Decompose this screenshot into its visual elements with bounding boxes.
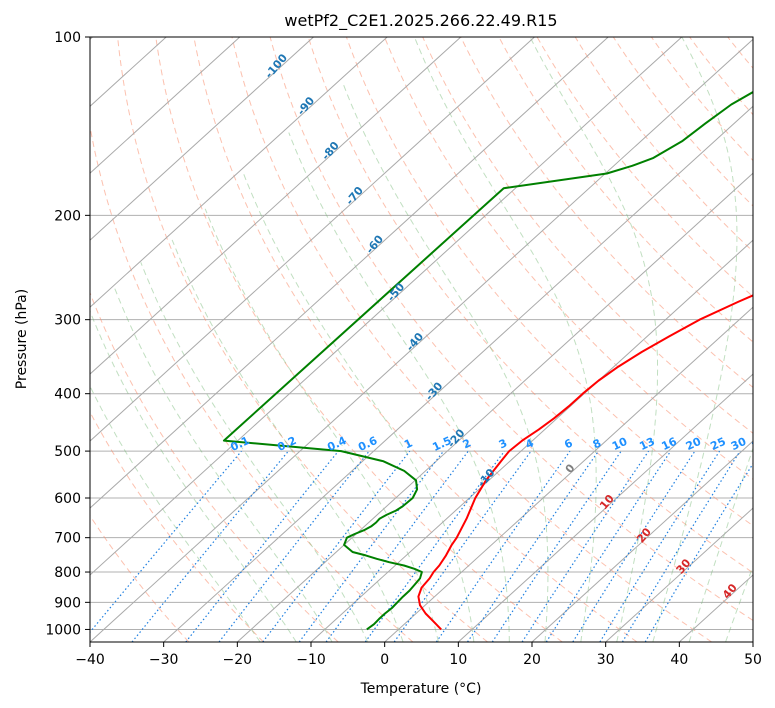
y-axis: 100 200 300 400 500 600 700 800 900 1000	[45, 30, 90, 638]
moist-adiabat	[90, 385, 261, 642]
mixing-ratio-line	[364, 450, 505, 642]
x-tick-label: −20	[223, 652, 253, 668]
dry-adiabats	[90, 37, 753, 642]
sounding-profiles	[222, 90, 753, 631]
dry-adiabat	[536, 37, 753, 298]
x-tick-label: −30	[149, 652, 179, 668]
y-tick-label: 800	[54, 565, 81, 581]
dry-adiabat	[155, 37, 563, 642]
y-tick-label: 300	[54, 313, 81, 329]
mixing-ratio-line	[262, 450, 411, 642]
moist-adiabat	[725, 564, 753, 642]
plot-frame	[89, 36, 754, 643]
x-tick-label: 20	[523, 652, 541, 668]
dry-adiabat	[193, 37, 638, 642]
x-tick-label: 0	[380, 652, 389, 668]
y-tick-label: 400	[54, 387, 81, 403]
mixing-ratio-line	[572, 450, 696, 642]
x-tick-label: 50	[744, 652, 762, 668]
mixing-ratio-line	[467, 450, 599, 642]
dry-adiabat	[650, 37, 753, 162]
moist-adiabat	[342, 83, 549, 642]
dry-adiabat	[90, 411, 264, 642]
mixing-ratio-label: 16	[660, 435, 680, 453]
x-tick-label: 30	[597, 652, 615, 668]
moist-adiabat	[413, 37, 597, 642]
mixing-ratio-line	[90, 450, 242, 634]
dry-adiabat	[90, 291, 339, 642]
y-tick-label: 900	[54, 595, 81, 611]
y-tick-label: 500	[54, 444, 81, 460]
isobar-grid	[90, 37, 753, 630]
dry-adiabat	[231, 37, 712, 642]
y-axis-title: Pressure (hPa)	[14, 289, 30, 389]
mixing-ratio-lines	[90, 450, 753, 642]
moist-adiabat	[114, 287, 333, 642]
moist-adiabat	[90, 310, 297, 642]
moist-adiabat	[688, 446, 753, 642]
dry-adiabat	[307, 37, 753, 574]
mixing-ratio-label: 30	[729, 435, 749, 453]
isotherm-line	[384, 306, 753, 642]
x-tick-label: 10	[449, 652, 467, 668]
mixing-ratio-label: 20	[684, 435, 704, 453]
mixing-ratio-label: 10	[610, 435, 630, 453]
dry-adiabat	[345, 37, 753, 527]
y-tick-label: 600	[54, 491, 81, 507]
mixing-ratio-line	[435, 450, 571, 642]
skewed-isotherms	[90, 37, 753, 642]
isotherm-line	[90, 37, 241, 174]
mixing-ratio-line	[599, 450, 721, 642]
dry-adiabat	[498, 37, 753, 343]
x-tick-label: −40	[75, 652, 105, 668]
chart-title: wetPf2_C2E1.2025.266.22.49.R15	[284, 11, 557, 31]
isotherm-line	[90, 37, 535, 442]
mixing-ratio-line	[131, 450, 289, 642]
x-axis-title: Temperature (°C)	[360, 681, 482, 697]
dry-adiabat	[90, 123, 414, 642]
isotherm-line	[163, 105, 753, 642]
dewpoint-profile	[222, 90, 753, 631]
isotherm-line	[310, 239, 753, 642]
temperature-profile	[417, 294, 753, 631]
y-tick-label: 1000	[45, 622, 81, 638]
dry-adiabat	[422, 37, 753, 434]
moist-adiabat	[652, 37, 738, 642]
mixing-ratio-label: 13	[637, 435, 656, 453]
isotherm-line	[90, 37, 388, 308]
moist-adiabat	[140, 262, 369, 642]
y-tick-label: 700	[54, 531, 81, 547]
plot-area: 0.10.20.40.611.52346810131620253036-100-…	[90, 37, 770, 642]
isotherm-line	[90, 37, 683, 576]
y-tick-label: 100	[54, 30, 81, 46]
isotherm-line	[531, 440, 753, 642]
y-tick-label: 200	[54, 208, 81, 224]
mixing-ratio-line	[545, 450, 672, 642]
isotherm-line	[90, 38, 753, 642]
x-tick-label: −10	[296, 652, 326, 668]
mixing-ratio-line	[644, 462, 753, 642]
mixing-ratio-label: 36	[750, 435, 770, 453]
dry-adiabat	[460, 37, 753, 389]
mixing-ratio-line	[218, 450, 370, 642]
x-tick-label: 40	[670, 652, 688, 668]
moist-adiabat	[171, 239, 404, 642]
isotherm-line	[90, 37, 609, 509]
moist-adiabat	[204, 208, 439, 642]
isotherm-line	[457, 373, 753, 642]
isotherm-line	[90, 37, 462, 375]
mixing-ratio-line	[185, 450, 339, 642]
x-axis: −40 −30 −20 −10 0 10 20 30 40 50	[75, 642, 762, 668]
isotherm-line	[605, 507, 753, 642]
dry-adiabat	[574, 37, 753, 253]
moist-adiabat	[243, 173, 475, 642]
moist-adiabat	[288, 132, 510, 642]
mixing-ratio-line	[393, 450, 532, 642]
isotherm-line	[90, 37, 314, 241]
mixing-ratio-label: 25	[708, 435, 727, 453]
mixing-ratio-line	[621, 450, 741, 642]
dry-adiabat	[117, 37, 488, 642]
isotherm-line	[236, 172, 753, 642]
